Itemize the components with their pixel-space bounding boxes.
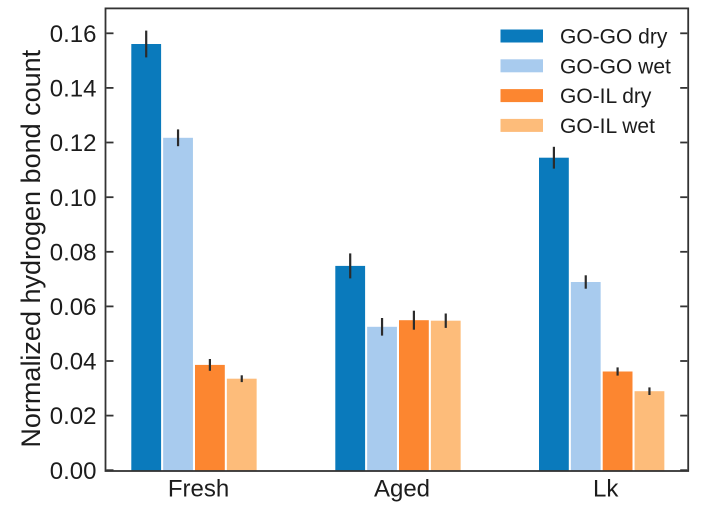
svg-text:0.16: 0.16	[50, 21, 97, 48]
svg-text:GO-GO dry: GO-GO dry	[560, 26, 668, 49]
svg-text:0.06: 0.06	[50, 294, 97, 321]
svg-text:0.02: 0.02	[50, 403, 97, 430]
svg-text:GO-IL dry: GO-IL dry	[560, 85, 652, 108]
svg-text:GO-GO wet: GO-GO wet	[560, 55, 671, 78]
svg-text:Lk: Lk	[593, 475, 619, 502]
svg-text:0.14: 0.14	[50, 76, 97, 103]
svg-text:Normalized hydrogen bond count: Normalized hydrogen bond count	[16, 49, 46, 447]
svg-text:0.10: 0.10	[50, 185, 97, 212]
svg-text:Fresh: Fresh	[168, 475, 229, 502]
svg-text:0.08: 0.08	[50, 239, 97, 266]
svg-text:0.00: 0.00	[50, 458, 97, 485]
svg-text:GO-IL wet: GO-IL wet	[560, 115, 655, 138]
svg-text:0.04: 0.04	[50, 349, 97, 376]
svg-text:Aged: Aged	[374, 475, 430, 502]
svg-text:0.12: 0.12	[50, 130, 97, 157]
